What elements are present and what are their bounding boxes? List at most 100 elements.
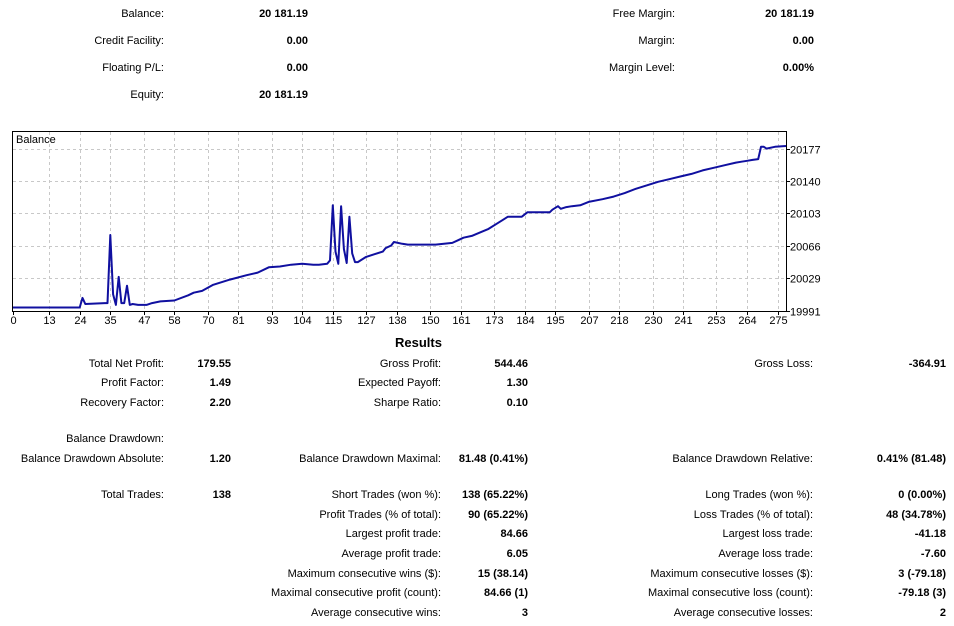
short-trades-label: Short Trades (won %): [331,489,441,501]
total-trades-value: 138 [212,489,231,501]
recovery-factor-label: Recovery Factor: [80,397,164,409]
x-tick-label: 0 [10,315,16,327]
x-tick-label: 264 [738,315,756,327]
loss-trades-value: 48 (34.78%) [886,509,946,521]
gross-profit-label: Gross Profit: [379,358,441,370]
x-tick-label: 104 [293,315,311,327]
credit-facility-label: Credit Facility: [94,35,164,47]
loss-trades-label: Loss Trades (% of total): [693,509,813,521]
x-tick-label: 253 [707,315,725,327]
equity-label: Equity: [130,89,164,101]
floating-pl-label: Floating P/L: [102,62,164,74]
free-margin-label: Free Margin: [612,8,675,20]
maximal-consecutive-loss-label: Maximal consecutive loss (count): [647,587,813,599]
x-tick-label: 35 [104,315,116,327]
x-tick-label: 13 [43,315,55,327]
y-tick-label: 19991 [790,307,821,319]
profit-factor-label: Profit Factor: [101,377,164,389]
largest-loss-label: Largest loss trade: [722,528,814,540]
profit-trades-value: 90 (65.22%) [468,509,528,521]
gross-loss-value: -364.91 [908,358,946,370]
x-tick-label: 173 [485,315,503,327]
max-consecutive-losses-value: 3 (-79.18) [898,568,946,580]
max-consecutive-losses-label: Maximum consecutive losses ($): [650,568,813,580]
chart-axes: 0 13 24 35 47 58 70 81 93 104 115 127 138 150 161 173 18… [10,145,820,328]
expected-payoff-value: 1.30 [506,377,528,389]
x-tick-label: 230 [644,315,662,327]
bd-relative-label: Balance Drawdown Relative: [672,453,813,465]
maximal-consecutive-profit-label: Maximal consecutive profit (count): [271,587,441,599]
bd-maximal-label: Balance Drawdown Maximal: [299,453,441,465]
sharpe-ratio-label: Sharpe Ratio: [373,397,441,409]
equity-value: 20 181.19 [259,89,308,101]
y-tick-label: 20140 [790,177,821,189]
total-net-profit-value: 179.55 [197,358,231,370]
balance-label: Balance: [121,8,164,20]
maximal-consecutive-loss-value: -79.18 (3) [898,587,946,599]
x-tick-label: 24 [74,315,86,327]
x-tick-label: 58 [168,315,180,327]
max-consecutive-wins-label: Maximum consecutive wins ($): [287,568,441,580]
bd-absolute-value: 1.20 [209,453,231,465]
avg-profit-label: Average profit trade: [341,548,441,560]
x-tick-label: 47 [138,315,150,327]
x-tick-label: 138 [388,315,406,327]
y-tick-label: 20066 [790,242,821,254]
bd-relative-value: 0.41% (81.48) [876,453,946,465]
total-net-profit-label: Total Net Profit: [88,358,164,370]
avg-consecutive-losses-value: 2 [939,607,946,619]
balance-value: 20 181.19 [259,8,308,20]
chart-series-label: Balance [16,134,56,146]
bd-absolute-label: Balance Drawdown Absolute: [20,453,164,465]
x-tick-label: 70 [202,315,214,327]
y-tick-label: 20103 [790,209,821,221]
y-tick-label: 20029 [790,274,821,286]
margin-value: 0.00 [792,35,814,47]
x-tick-label: 150 [421,315,439,327]
x-tick-label: 127 [357,315,375,327]
balance-drawdown-label: Balance Drawdown: [66,433,164,445]
chart-series-layer [13,145,787,309]
long-trades-value: 0 (0.00%) [898,489,946,501]
margin-level-label: Margin Level: [608,62,675,74]
x-tick-label: 115 [325,315,343,327]
balance-chart: Balance 0 13 24 35 47 58 70 81 93 104 115 127 138 150… [10,131,821,328]
results-title: Results [395,335,442,350]
avg-consecutive-losses-label: Average consecutive losses: [673,607,813,619]
margin-level-value: 0.00% [782,62,814,74]
free-margin-value: 20 181.19 [765,8,814,20]
x-tick-label: 241 [674,315,692,327]
floating-pl-value: 0.00 [286,62,308,74]
credit-facility-value: 0.00 [286,35,308,47]
x-tick-label: 161 [452,315,470,327]
x-tick-label: 207 [580,315,598,327]
long-trades-label: Long Trades (won %): [705,489,813,501]
avg-loss-label: Average loss trade: [718,548,813,560]
sharpe-ratio-value: 0.10 [506,397,528,409]
y-tick-label: 20177 [790,145,821,157]
margin-label: Margin: [638,35,675,47]
avg-consecutive-wins-value: 3 [521,607,528,619]
balance-chart-svg: Balance 0 13 24 35 47 58 70 81 93 104 115 127 138 150… [10,131,821,328]
avg-loss-value: -7.60 [920,548,946,560]
profit-factor-value: 1.49 [209,377,231,389]
avg-consecutive-wins-label: Average consecutive wins: [310,607,441,619]
gross-loss-label: Gross Loss: [754,358,813,370]
x-tick-label: 195 [546,315,564,327]
x-tick-label: 275 [769,315,787,327]
short-trades-value: 138 (65.22%) [461,489,528,501]
gross-profit-value: 544.46 [494,358,528,370]
maximal-consecutive-profit-value: 84.66 (1) [483,587,528,599]
max-consecutive-wins-value: 15 (38.14) [477,568,528,580]
expected-payoff-label: Expected Payoff: [358,377,441,389]
x-tick-label: 184 [516,315,534,327]
avg-profit-value: 6.05 [506,548,528,560]
largest-profit-label: Largest profit trade: [345,528,441,540]
largest-loss-value: -41.18 [914,528,946,540]
largest-profit-value: 84.66 [500,528,528,540]
x-tick-label: 218 [610,315,628,327]
bd-maximal-value: 81.48 (0.41%) [458,453,528,465]
x-tick-label: 81 [232,315,244,327]
recovery-factor-value: 2.20 [209,397,231,409]
profit-trades-label: Profit Trades (% of total): [319,509,441,521]
